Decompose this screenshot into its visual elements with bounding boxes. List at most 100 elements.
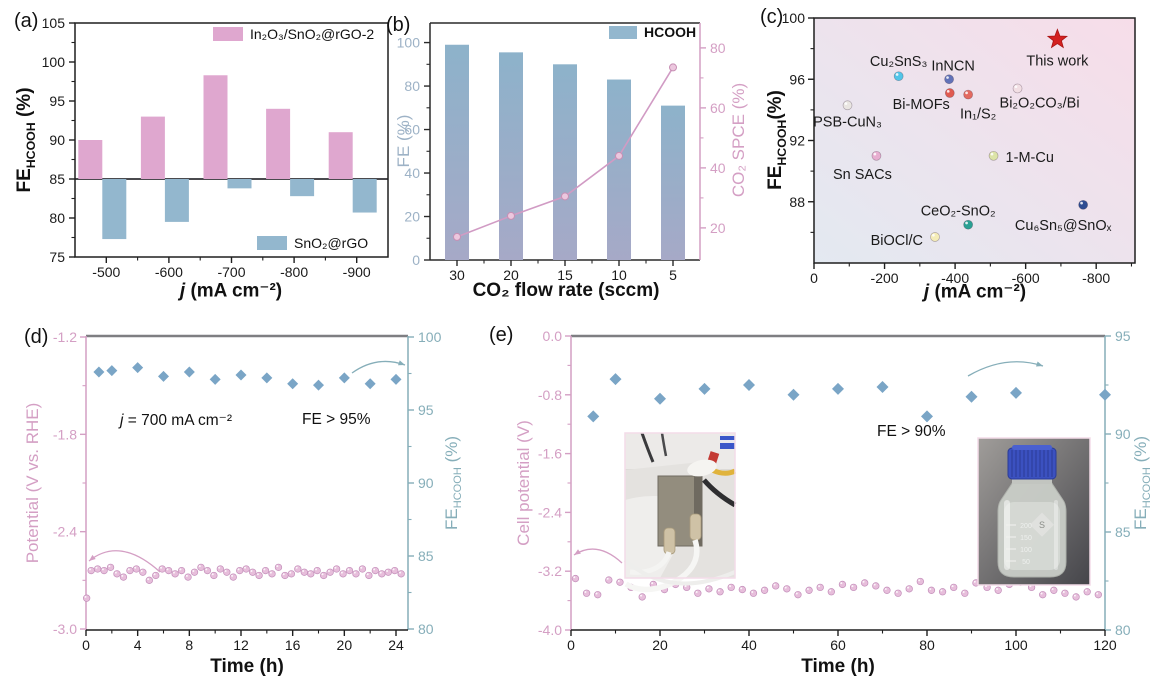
svg-text:105: 105 [42, 15, 66, 31]
panel-a-bars [78, 75, 377, 240]
svg-text:0: 0 [412, 252, 420, 268]
svg-text:-800: -800 [1082, 270, 1110, 286]
panel-d-axis-pointer-arrows [88, 360, 406, 573]
panel-d-chart: -1.2 -1.8 -2.4 -3.0 100 95 90 85 80 0 4 8 12 16 20 24 [53, 329, 442, 653]
svg-text:InNCN: InNCN [931, 58, 975, 74]
svg-text:-1.6: -1.6 [538, 446, 562, 462]
svg-text:-400: -400 [941, 270, 969, 286]
svg-text:Sn SACs: Sn SACs [833, 167, 892, 183]
panel-d-fe-series [93, 362, 402, 391]
svg-text:80: 80 [919, 637, 935, 653]
svg-text:-2.4: -2.4 [53, 524, 77, 540]
svg-text:90: 90 [1115, 426, 1131, 442]
svg-text:40: 40 [741, 637, 757, 653]
svg-text:90: 90 [49, 132, 65, 148]
svg-text:-600: -600 [155, 264, 183, 280]
svg-text:75: 75 [49, 249, 65, 265]
svg-text:100: 100 [397, 35, 421, 51]
svg-text:BiOCl/C: BiOCl/C [871, 233, 923, 249]
bar-pink--800 [266, 108, 291, 179]
bar-pink--600 [140, 116, 165, 179]
svg-text:100: 100 [42, 54, 66, 70]
bar-pink--500 [78, 140, 103, 179]
panel-e-potential-series [571, 574, 1102, 601]
svg-text:90: 90 [418, 475, 434, 491]
svg-text:85: 85 [418, 548, 434, 564]
svg-text:60: 60 [830, 637, 846, 653]
bar-hcooh-10 [607, 79, 631, 261]
svg-text:-600: -600 [1012, 270, 1040, 286]
svg-text:85: 85 [49, 171, 65, 187]
svg-text:-500: -500 [92, 264, 120, 280]
bar-hcooh-20 [499, 52, 523, 260]
svg-text:20: 20 [337, 637, 353, 653]
svg-text:20: 20 [652, 637, 668, 653]
product-bottle-photo-inset: 200 150 100 50 S [977, 437, 1091, 586]
electrolyzer-cell-photo-inset [623, 432, 737, 593]
svg-text:16: 16 [285, 637, 301, 653]
panel-b-bars [445, 44, 685, 261]
bar-pink--700 [203, 75, 228, 179]
svg-text:96: 96 [789, 71, 805, 87]
panel-d-potential-series [82, 563, 405, 602]
svg-text:Cu₂SnS₃: Cu₂SnS₃ [870, 54, 928, 70]
panel-a-chart: 75 80 85 90 95 100 105 -500 -600 -700 -800 -900 [42, 15, 389, 280]
svg-text:0: 0 [82, 637, 90, 653]
bar-blue--900 [352, 179, 377, 213]
bar-pink--900 [328, 132, 353, 179]
bar-blue--800 [290, 179, 315, 197]
svg-text:-900: -900 [343, 264, 371, 280]
svg-text:4: 4 [134, 637, 142, 653]
bar-hcooh-15 [553, 64, 577, 261]
bar-blue--600 [164, 179, 189, 222]
bar-hcooh-30 [445, 44, 469, 260]
svg-text:95: 95 [418, 402, 434, 418]
svg-text:40: 40 [710, 160, 726, 176]
svg-text:-700: -700 [217, 264, 245, 280]
svg-text:50: 50 [1022, 559, 1030, 566]
svg-text:In₁/S₂: In₁/S₂ [960, 107, 996, 123]
svg-text:This work: This work [1026, 53, 1089, 69]
svg-text:-3.0: -3.0 [53, 621, 77, 637]
svg-text:0: 0 [567, 637, 575, 653]
svg-text:CeO₂-SnO₂: CeO₂-SnO₂ [921, 204, 996, 220]
svg-text:8: 8 [185, 637, 193, 653]
bar-blue--500 [102, 179, 127, 240]
svg-text:-200: -200 [871, 270, 899, 286]
svg-text:30: 30 [449, 267, 465, 283]
svg-text:20: 20 [710, 220, 726, 236]
svg-text:PSB-CuN₃: PSB-CuN₃ [813, 114, 882, 130]
svg-text:-0.8: -0.8 [538, 387, 562, 403]
svg-text:80: 80 [1115, 622, 1131, 638]
svg-text:-3.2: -3.2 [538, 563, 562, 579]
svg-text:12: 12 [233, 637, 249, 653]
svg-text:-4.0: -4.0 [538, 622, 562, 638]
svg-text:60: 60 [404, 122, 420, 138]
panel-b-spce-line [453, 63, 677, 241]
panel-e-axis-pointer-arrows [573, 361, 1044, 564]
svg-text:24: 24 [388, 637, 404, 653]
svg-text:20: 20 [404, 209, 420, 225]
svg-text:80: 80 [710, 40, 726, 56]
svg-text:120: 120 [1093, 637, 1117, 653]
svg-text:-1.2: -1.2 [53, 329, 77, 345]
svg-text:100: 100 [418, 329, 442, 345]
panel-c-chart: 88 92 96 100 0 -200 -400 -600 -800 [782, 10, 1136, 286]
svg-text:-1.8: -1.8 [53, 426, 77, 442]
svg-text:S: S [1039, 520, 1045, 530]
svg-text:100: 100 [1004, 637, 1028, 653]
svg-text:1-M-Cu: 1-M-Cu [1006, 150, 1054, 166]
panel-e-chart: 0.0 -0.8 -1.6 -2.4 -3.2 -4.0 95 90 85 80 0 20 40 60 80… [538, 328, 1131, 653]
svg-text:200: 200 [1020, 523, 1032, 530]
panel-e-fe-series [587, 373, 1111, 423]
svg-text:95: 95 [1115, 328, 1131, 344]
svg-text:10: 10 [611, 267, 627, 283]
svg-text:100: 100 [1020, 547, 1032, 554]
svg-text:80: 80 [49, 210, 65, 226]
svg-text:88: 88 [789, 194, 805, 210]
svg-text:0.0: 0.0 [543, 328, 563, 344]
svg-text:80: 80 [418, 621, 434, 637]
svg-text:80: 80 [404, 78, 420, 94]
svg-text:5: 5 [669, 267, 677, 283]
